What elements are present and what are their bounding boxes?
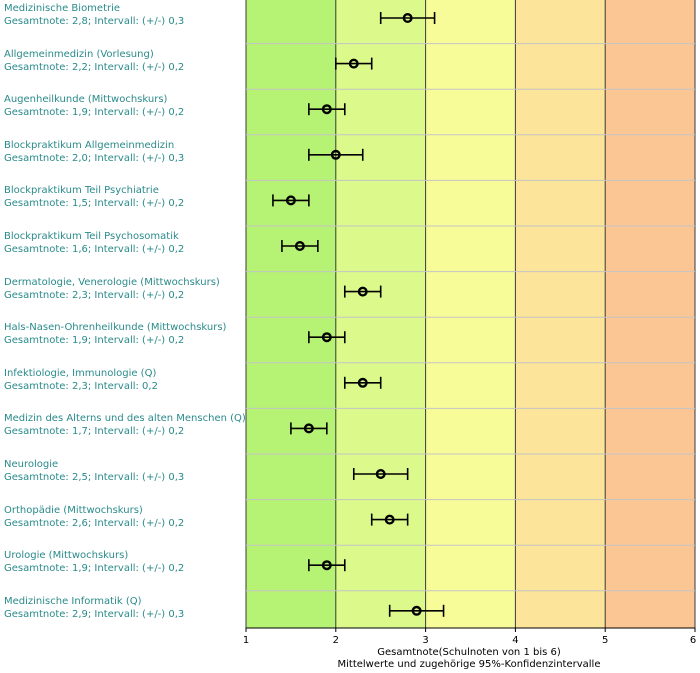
x-tick-label: 6	[690, 635, 696, 646]
grade-band-5	[605, 0, 695, 628]
grid-lines	[245, 0, 696, 628]
mean-point	[402, 12, 413, 23]
row-separators	[246, 43, 695, 592]
course-label: Medizinische Informatik (Q) Gesamtnote: 2…	[4, 595, 244, 621]
x-axis: 1 2 3 4 5 6	[243, 627, 696, 646]
course-label: Dermatologie, Venerologie (Mittwochskurs…	[4, 276, 244, 302]
course-label: Neurologie Gesamtnote: 2,5; Intervall: (+…	[4, 458, 244, 484]
grade-band-3	[425, 0, 516, 628]
course-name: Augenheilkunde (Mittwochskurs)	[4, 94, 168, 106]
course-stats: Gesamtnote: 2,8; Intervall: (+/-) 0,3	[4, 16, 185, 27]
mean-point	[303, 423, 314, 434]
error-bar	[308, 103, 346, 116]
course-name: Medizin des Alterns und des alten Mensch…	[4, 413, 246, 425]
error-bar	[370, 513, 409, 526]
error-bar	[281, 240, 319, 252]
error-bar	[308, 559, 346, 572]
course-label: Medizinische Biometrie Gesamtnote: 2,8; I…	[4, 2, 244, 28]
mean-point	[294, 240, 305, 251]
course-name: Urologie (Mittwochskurs)	[4, 550, 129, 562]
course-name: Neurologie	[4, 459, 59, 470]
course-name: Allgemeinmedizin (Vorlesung)	[4, 48, 154, 60]
error-bar	[343, 376, 382, 389]
course-stats: Gesamtnote: 1,5; Intervall: (+/-) 0,2	[4, 198, 185, 210]
course-name: Blockpraktikum Teil Psychiatrie	[4, 185, 159, 197]
course-stats: Gesamtnote: 1,9; Intervall: (+/-) 0,2	[4, 563, 185, 575]
course-name: Infektiologie, Immunologie (Q)	[4, 367, 157, 379]
grade-bands	[246, 0, 695, 628]
course-stats: Gesamtnote: 1,9; Intervall: (+/-) 0,2	[4, 335, 185, 347]
course-stats: Gesamtnote: 2,3; Intervall: (+/-) 0,2	[4, 289, 185, 301]
course-label: Infektiologie, Immunologie (Q) Gesamtnote…	[4, 367, 244, 393]
course-name: Hals-Nasen-Ohrenheilkunde (Mittwochskurs…	[4, 322, 227, 334]
grade-band-4	[515, 0, 606, 628]
course-stats: Gesamtnote: 1,9; Intervall: (+/-) 0,2	[4, 107, 185, 119]
course-label: Augenheilkunde (Mittwochskurs) Gesamtnote…	[4, 93, 244, 119]
mean-point	[321, 560, 332, 571]
course-name: Dermatologie, Venerologie (Mittwochskurs…	[4, 276, 220, 288]
course-name: Blockpraktikum Teil Psychosomatik	[4, 231, 179, 242]
error-bar	[352, 468, 409, 480]
course-label: Blockpraktikum Allgemeinmedizin Gesamtnot…	[4, 139, 244, 165]
course-label: Blockpraktikum Teil Psychiatrie Gesamtnot…	[4, 184, 244, 210]
course-name: Orthopädie (Mittwochskurs)	[4, 504, 143, 516]
error-bar	[343, 285, 382, 298]
mean-point	[285, 195, 296, 206]
chart-subtitle: Mittelwerte und zugehörige 95%-Konfidenz…	[338, 659, 601, 670]
error-bar	[290, 422, 328, 435]
course-stats: Gesamtnote: 2,3; Intervall: 0,2	[4, 380, 158, 392]
error-bar	[379, 12, 436, 24]
mean-point	[321, 104, 332, 115]
course-label: Blockpraktikum Teil Psychosomatik Gesamtn…	[4, 230, 244, 256]
course-name: Medizinische Biometrie	[4, 3, 121, 14]
course-stats: Gesamtnote: 2,6; Intervall: (+/-) 0,2	[4, 517, 185, 529]
course-stats: Gesamtnote: 2,5; Intervall: (+/-) 0,3	[4, 472, 185, 483]
error-bar	[308, 148, 364, 161]
course-stats: Gesamtnote: 1,6; Intervall: (+/-) 0,2	[4, 244, 185, 255]
course-label: Medizin des Alterns und des alten Mensch…	[4, 412, 246, 438]
course-label: Allgemeinmedizin (Vorlesung) Gesamtnote: …	[4, 48, 244, 74]
x-tick-label: 4	[512, 635, 518, 646]
course-labels: Medizinische Biometrie Gesamtnote: 2,8; I…	[0, 0, 246, 630]
error-bar	[272, 194, 310, 207]
x-tick-label: 1	[243, 635, 249, 646]
course-stats: Gesamtnote: 2,2; Intervall: (+/-) 0,2	[4, 61, 185, 73]
mean-point	[348, 58, 359, 69]
mean-point	[330, 149, 341, 160]
grade-band-2	[335, 0, 426, 628]
mean-point	[375, 469, 386, 480]
error-bar	[308, 331, 346, 344]
course-name: Medizinische Informatik (Q)	[4, 595, 142, 607]
x-tick-label: 5	[602, 635, 608, 646]
mean-points	[285, 12, 422, 616]
x-axis-label: Gesamtnote(Schulnoten von 1 bis 6)	[377, 647, 561, 658]
course-label: Hals-Nasen-Ohrenheilkunde (Mittwochskurs…	[4, 321, 244, 347]
course-stats: Gesamtnote: 1,7; Intervall: (+/-) 0,2	[4, 426, 185, 438]
course-stats: Gesamtnote: 2,9; Intervall: (+/-) 0,3	[4, 608, 185, 620]
mean-point	[384, 514, 395, 525]
grade-band-1	[246, 0, 336, 628]
course-name: Blockpraktikum Allgemeinmedizin	[4, 139, 175, 151]
mean-point	[357, 286, 368, 297]
x-tick-label: 3	[422, 635, 428, 646]
mean-point	[321, 332, 332, 343]
mean-point	[357, 377, 368, 388]
course-label: Orthopädie (Mittwochskurs) Gesamtnote: 2,…	[4, 504, 244, 530]
course-stats: Gesamtnote: 2,0; Intervall: (+/-) 0,3	[4, 152, 185, 164]
error-bar	[334, 57, 373, 70]
course-label: Urologie (Mittwochskurs) Gesamtnote: 1,9;…	[4, 549, 244, 575]
mean-point	[411, 605, 422, 616]
error-bars	[272, 12, 445, 617]
error-bar	[388, 604, 445, 617]
x-tick-label: 2	[333, 635, 339, 646]
